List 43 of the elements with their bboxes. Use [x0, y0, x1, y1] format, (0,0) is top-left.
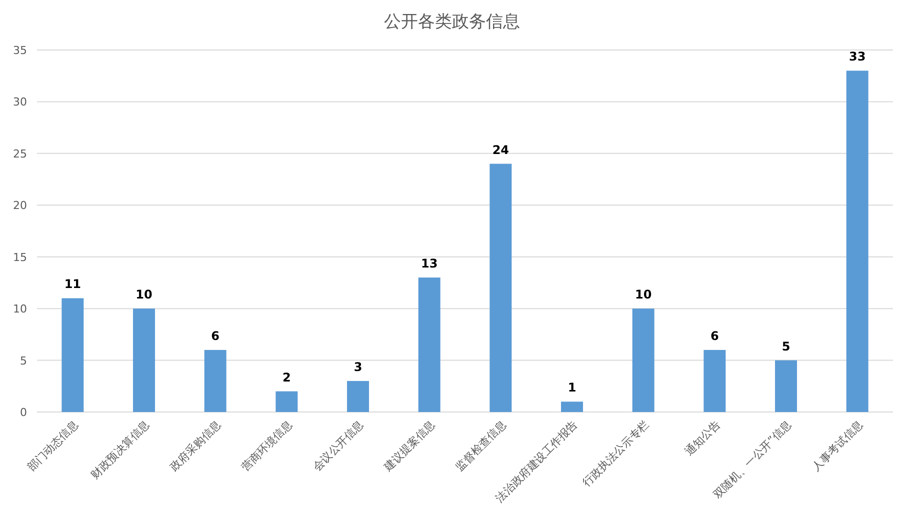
- bar: [62, 298, 84, 412]
- x-tick-label: 建议提案信息: [380, 418, 438, 474]
- data-label: 10: [136, 288, 152, 302]
- y-tick-label: 35: [13, 44, 27, 57]
- bar: [632, 308, 654, 412]
- data-label: 2: [282, 370, 291, 384]
- y-tick-label: 30: [13, 96, 27, 109]
- x-tick-label: 部门动态信息: [24, 418, 81, 474]
- bar: [490, 164, 512, 412]
- data-label: 5: [782, 339, 790, 354]
- y-tick-label: 20: [13, 199, 27, 212]
- x-tick-label: 人事考试信息: [810, 418, 866, 474]
- data-label: 10: [634, 288, 652, 302]
- x-tick-label: 会议公开信息: [310, 418, 366, 474]
- data-label: 6: [710, 328, 719, 343]
- x-tick-label: 行政执法公示专栏: [580, 418, 652, 490]
- bar: [133, 308, 155, 412]
- bar: [204, 350, 226, 412]
- bar: [775, 360, 797, 412]
- chart-title: 公开各类政务信息: [384, 12, 520, 32]
- y-tick-label: 25: [13, 147, 27, 160]
- data-label: 33: [848, 50, 866, 64]
- data-label: 1: [568, 380, 576, 395]
- y-tick-label: 15: [13, 250, 27, 264]
- y-tick-label: 10: [13, 302, 27, 316]
- data-label: 13: [420, 256, 438, 271]
- data-label: 11: [64, 277, 82, 292]
- bar: [704, 350, 726, 412]
- y-tick-label: 0: [20, 406, 27, 419]
- data-label: 6: [211, 328, 220, 343]
- y-tick-label: 5: [20, 354, 27, 368]
- x-tick-label: 营商环境信息: [238, 418, 295, 474]
- x-tick-label: 监督检查信息: [452, 418, 509, 474]
- x-tick-label: 政府采购信息: [168, 418, 224, 474]
- bar: [347, 380, 369, 412]
- bar: [276, 391, 298, 412]
- bar: [561, 402, 583, 412]
- bar: [418, 278, 440, 412]
- bar: [846, 70, 868, 412]
- data-label: 24: [492, 142, 510, 157]
- x-tick-label: 通知公告: [682, 418, 723, 458]
- x-tick-label: 财政预决算信息: [88, 418, 152, 482]
- data-label: 3: [354, 360, 362, 374]
